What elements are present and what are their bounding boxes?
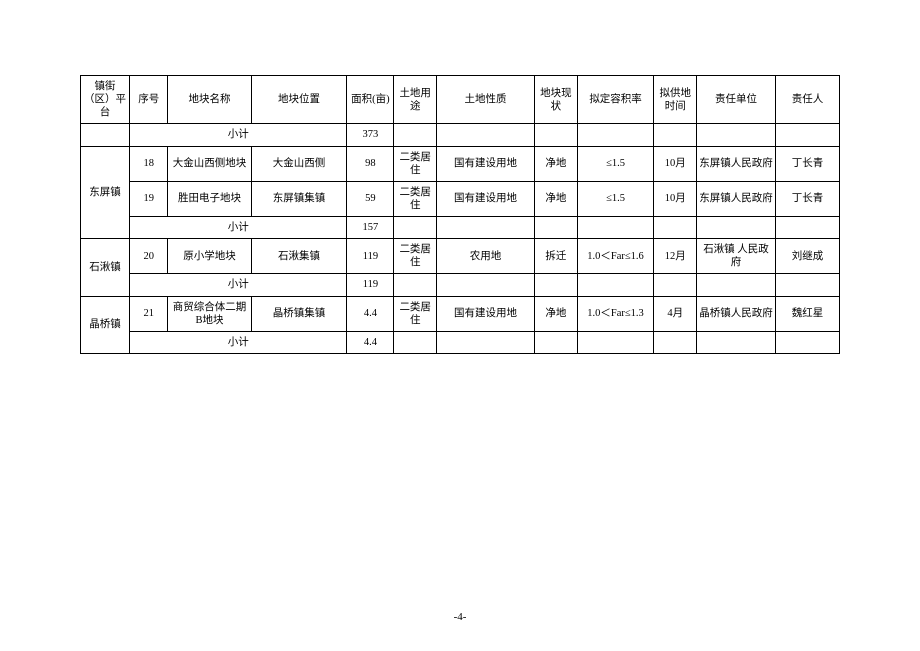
th-c2: 序号 bbox=[130, 76, 168, 124]
table-container: 镇街（区）平台序号地块名称地块位置面积(亩)土地用途土地性质地块现状拟定容积率拟… bbox=[80, 75, 840, 354]
header-row: 镇街（区）平台序号地块名称地块位置面积(亩)土地用途土地性质地块现状拟定容积率拟… bbox=[81, 76, 840, 124]
table-row: 19胜田电子地块东屏镇集镇59二类居住国有建设用地净地≤1.510月东屏镇人民政… bbox=[81, 181, 840, 216]
table-row: 石湫镇20原小学地块石湫集镇119二类居住农用地拆迁1.0＜Far≤1.612月… bbox=[81, 239, 840, 274]
subtotal-area: 119 bbox=[347, 274, 394, 296]
table-row: 晶桥镇21商贸综合体二期B地块晶桥镇集镇4.4二类居住国有建设用地净地1.0＜F… bbox=[81, 296, 840, 331]
subtotal-label: 小计 bbox=[130, 274, 347, 296]
cell-location: 大金山西侧 bbox=[251, 146, 347, 181]
cell-area: 119 bbox=[347, 239, 394, 274]
cell-far: 1.0＜Far≤1.6 bbox=[577, 239, 654, 274]
cell-nature: 国有建设用地 bbox=[437, 146, 535, 181]
cell-unit: 东屏镇人民政府 bbox=[697, 146, 776, 181]
subtotal-area: 157 bbox=[347, 217, 394, 239]
cell-area: 59 bbox=[347, 181, 394, 216]
cell-unit: 石湫镇 人民政府 bbox=[697, 239, 776, 274]
subtotal-row: 小计373 bbox=[81, 124, 840, 146]
cell-seq: 18 bbox=[130, 146, 168, 181]
subtotal-label: 小计 bbox=[130, 124, 347, 146]
subtotal-area: 373 bbox=[347, 124, 394, 146]
cell-seq: 21 bbox=[130, 296, 168, 331]
cell-location: 东屏镇集镇 bbox=[251, 181, 347, 216]
page-number: -4- bbox=[0, 611, 920, 623]
subtotal-label: 小计 bbox=[130, 331, 347, 353]
th-c12: 责任人 bbox=[775, 76, 839, 124]
th-c5: 面积(亩) bbox=[347, 76, 394, 124]
th-c9: 拟定容积率 bbox=[577, 76, 654, 124]
cell-town-empty bbox=[81, 124, 130, 146]
cell-far: ≤1.5 bbox=[577, 181, 654, 216]
cell-name: 大金山西侧地块 bbox=[168, 146, 251, 181]
th-c10: 拟供地时间 bbox=[654, 76, 697, 124]
cell-location: 晶桥镇集镇 bbox=[251, 296, 347, 331]
cell-use: 二类居住 bbox=[394, 181, 437, 216]
cell-unit: 东屏镇人民政府 bbox=[697, 181, 776, 216]
th-c4: 地块位置 bbox=[251, 76, 347, 124]
cell-nature: 农用地 bbox=[437, 239, 535, 274]
cell-person: 丁长青 bbox=[775, 181, 839, 216]
cell-use: 二类居住 bbox=[394, 239, 437, 274]
cell-area: 98 bbox=[347, 146, 394, 181]
subtotal-row: 小计4.4 bbox=[81, 331, 840, 353]
th-c11: 责任单位 bbox=[697, 76, 776, 124]
cell-status: 净地 bbox=[535, 146, 578, 181]
subtotal-row: 小计157 bbox=[81, 217, 840, 239]
cell-name: 原小学地块 bbox=[168, 239, 251, 274]
cell-person: 魏红星 bbox=[775, 296, 839, 331]
cell-seq: 19 bbox=[130, 181, 168, 216]
cell-person: 丁长青 bbox=[775, 146, 839, 181]
cell-name: 胜田电子地块 bbox=[168, 181, 251, 216]
cell-location: 石湫集镇 bbox=[251, 239, 347, 274]
th-c6: 土地用途 bbox=[394, 76, 437, 124]
cell-time: 4月 bbox=[654, 296, 697, 331]
cell-nature: 国有建设用地 bbox=[437, 296, 535, 331]
cell-area: 4.4 bbox=[347, 296, 394, 331]
cell-unit: 晶桥镇人民政府 bbox=[697, 296, 776, 331]
cell-use: 二类居住 bbox=[394, 146, 437, 181]
cell-town: 晶桥镇 bbox=[81, 296, 130, 353]
cell-seq: 20 bbox=[130, 239, 168, 274]
table-row: 东屏镇18大金山西侧地块大金山西侧98二类居住国有建设用地净地≤1.510月东屏… bbox=[81, 146, 840, 181]
cell-time: 10月 bbox=[654, 181, 697, 216]
cell-name: 商贸综合体二期B地块 bbox=[168, 296, 251, 331]
cell-status: 拆迁 bbox=[535, 239, 578, 274]
cell-person: 刘继成 bbox=[775, 239, 839, 274]
th-c7: 土地性质 bbox=[437, 76, 535, 124]
th-c3: 地块名称 bbox=[168, 76, 251, 124]
cell-town: 东屏镇 bbox=[81, 146, 130, 239]
land-table: 镇街（区）平台序号地块名称地块位置面积(亩)土地用途土地性质地块现状拟定容积率拟… bbox=[80, 75, 840, 354]
cell-time: 12月 bbox=[654, 239, 697, 274]
subtotal-label: 小计 bbox=[130, 217, 347, 239]
cell-town: 石湫镇 bbox=[81, 239, 130, 296]
cell-far: ≤1.5 bbox=[577, 146, 654, 181]
subtotal-area: 4.4 bbox=[347, 331, 394, 353]
cell-nature: 国有建设用地 bbox=[437, 181, 535, 216]
cell-status: 净地 bbox=[535, 296, 578, 331]
th-c1: 镇街（区）平台 bbox=[81, 76, 130, 124]
cell-status: 净地 bbox=[535, 181, 578, 216]
cell-time: 10月 bbox=[654, 146, 697, 181]
subtotal-row: 小计119 bbox=[81, 274, 840, 296]
th-c8: 地块现状 bbox=[535, 76, 578, 124]
cell-far: 1.0＜Far≤1.3 bbox=[577, 296, 654, 331]
cell-use: 二类居住 bbox=[394, 296, 437, 331]
